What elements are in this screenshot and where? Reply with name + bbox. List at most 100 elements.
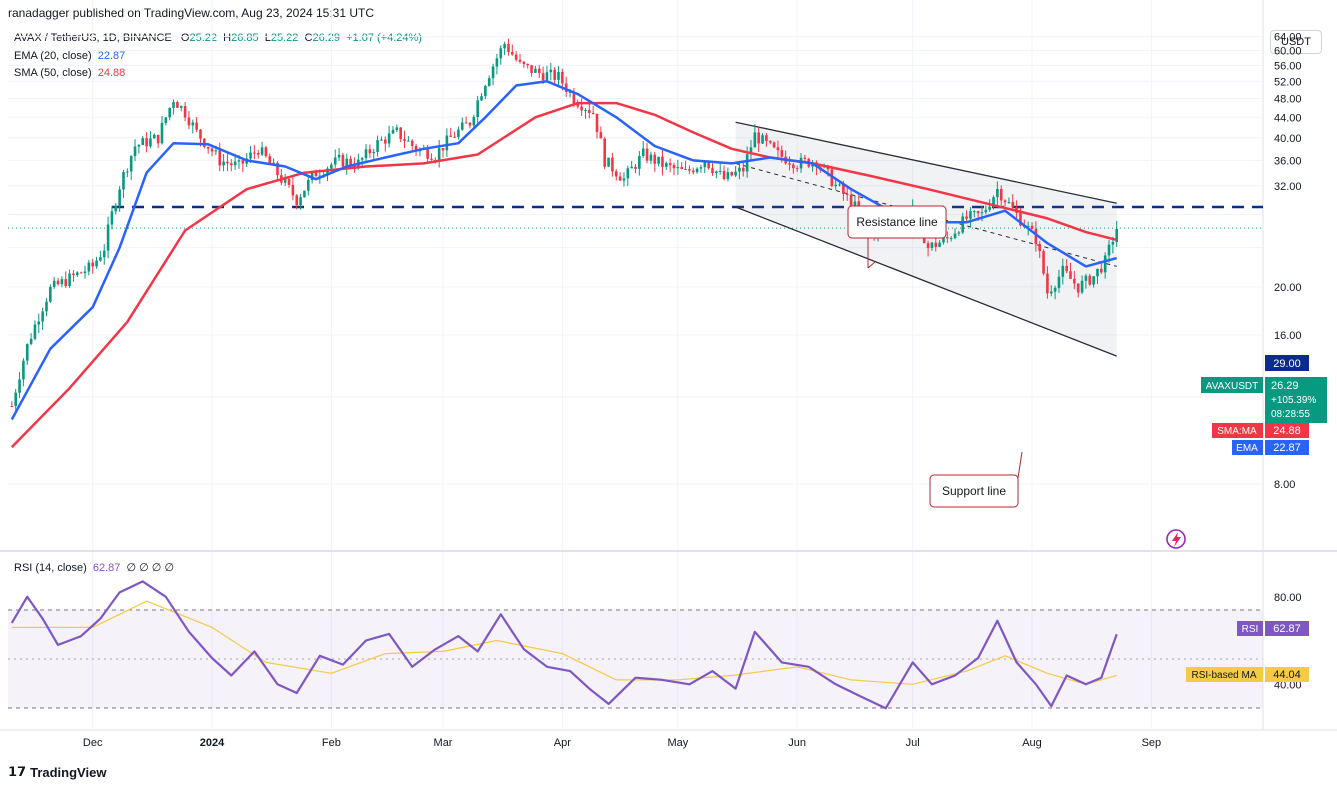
candle-body xyxy=(668,163,672,166)
candle-body xyxy=(784,156,787,164)
candle-body xyxy=(256,152,260,155)
candle-body xyxy=(445,135,449,151)
candle-body xyxy=(672,165,676,169)
candle-body xyxy=(507,43,510,52)
candle-body xyxy=(607,157,610,167)
rsi-tick-label: 40.00 xyxy=(1274,679,1302,691)
candle-body xyxy=(441,148,445,151)
candle-body xyxy=(726,171,730,180)
candle-body xyxy=(641,148,645,156)
candle-body xyxy=(137,144,141,147)
candle-body xyxy=(210,148,214,152)
candle-body xyxy=(892,223,895,226)
candle-body xyxy=(491,66,495,79)
candle-body xyxy=(33,324,37,339)
candle-body xyxy=(229,163,233,166)
currency-button[interactable]: USDT xyxy=(1270,30,1322,54)
resistance-callout: Resistance line xyxy=(847,205,947,269)
candle-body xyxy=(306,180,310,191)
tag-symbol: AVAXUSDT 26.29 +105.39% 08:28:55 xyxy=(1201,377,1327,423)
time-tick-label: Dec xyxy=(83,737,103,749)
candle-body xyxy=(453,136,456,138)
candle-body xyxy=(1100,268,1103,273)
candle-body xyxy=(391,129,395,134)
candle-body xyxy=(291,184,295,196)
candle-body xyxy=(195,122,198,130)
time-tick-label: Sep xyxy=(1142,737,1162,749)
candle-body xyxy=(337,154,341,158)
candle-body xyxy=(272,162,275,164)
candle-body xyxy=(699,167,703,169)
candle-body xyxy=(942,237,945,243)
candle-body xyxy=(480,96,483,101)
candle-body xyxy=(1042,251,1045,274)
candle-body xyxy=(614,171,618,177)
channel-lower-line xyxy=(735,206,1117,357)
candle-body xyxy=(996,188,999,198)
candle-body xyxy=(499,48,503,59)
candle-body xyxy=(930,242,934,249)
footer-brand[interactable]: 𝟭𝟳 TradingView xyxy=(8,764,106,780)
candle-body xyxy=(403,138,406,141)
candle-body xyxy=(1061,265,1065,277)
candle-body xyxy=(711,168,714,174)
candle-body xyxy=(899,217,903,225)
candle-body xyxy=(1069,271,1072,279)
candle-body xyxy=(383,139,387,144)
candle-body xyxy=(322,174,325,176)
candle-body xyxy=(199,129,202,139)
candle-body xyxy=(514,54,518,60)
candle-body xyxy=(830,169,834,187)
time-tick-label: Aug xyxy=(1022,737,1042,749)
candle-body xyxy=(314,172,318,177)
candle-body xyxy=(845,193,849,195)
candle-body xyxy=(1111,241,1115,245)
svg-text:+105.39%: +105.39% xyxy=(1271,395,1316,406)
svg-text:44.04: 44.04 xyxy=(1273,669,1301,681)
svg-text:29.00: 29.00 xyxy=(1273,358,1301,370)
legend-main: AVAX / TetherUS, 1D, BINANCE O25.22 H26.… xyxy=(14,32,422,44)
candle-body xyxy=(110,211,114,225)
candle-body xyxy=(1057,276,1061,288)
candle-body xyxy=(761,135,764,144)
candle-body xyxy=(1038,244,1042,252)
candle-body xyxy=(1049,291,1053,294)
candle-body xyxy=(880,224,884,227)
time-tick-label: 2024 xyxy=(200,737,225,749)
candle-body xyxy=(437,148,441,160)
candle-body xyxy=(1065,265,1068,272)
candle-body xyxy=(715,171,718,174)
legend-low: 25.22 xyxy=(270,32,299,44)
svg-text:08:28:55: 08:28:55 xyxy=(1271,409,1310,420)
candle-body xyxy=(380,139,383,141)
candle-body xyxy=(133,146,137,157)
channel-upper-line xyxy=(735,121,1117,204)
candle-body xyxy=(657,156,660,164)
candle-body xyxy=(360,158,364,160)
candle-body xyxy=(410,140,414,146)
candle-body xyxy=(664,163,668,167)
candle-body xyxy=(145,138,148,147)
candle-body xyxy=(799,157,803,169)
candle-body xyxy=(399,127,402,139)
candle-body xyxy=(630,166,633,169)
candle-body xyxy=(753,132,757,148)
candle-body xyxy=(518,59,522,62)
candle-body xyxy=(872,224,876,236)
flash-icon[interactable] xyxy=(1166,529,1186,549)
candle-body xyxy=(214,150,218,152)
candle-body xyxy=(68,273,71,287)
candle-body xyxy=(661,156,664,167)
candle-body xyxy=(218,150,222,166)
candle-body xyxy=(387,133,391,144)
price-tick-label: 48.00 xyxy=(1274,94,1302,106)
candle-body xyxy=(422,149,426,151)
candle-body xyxy=(980,212,984,214)
candle-body xyxy=(541,73,545,81)
time-tick-label: Mar xyxy=(434,737,453,749)
candle-body xyxy=(22,360,25,380)
ema20-line xyxy=(10,80,1118,421)
candle-body xyxy=(122,172,125,190)
candle-body xyxy=(29,338,33,344)
